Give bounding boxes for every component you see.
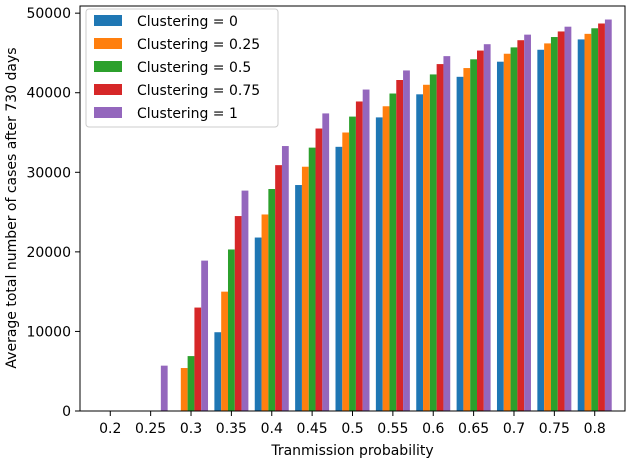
legend-box bbox=[85, 8, 279, 128]
bar bbox=[187, 356, 195, 411]
y-tick-label: 10000 bbox=[26, 324, 71, 340]
bar bbox=[503, 53, 511, 412]
x-tick-label: 0.35 bbox=[216, 421, 247, 437]
y-tick-label: 30000 bbox=[26, 165, 71, 181]
x-tick-label: 0.25 bbox=[135, 421, 166, 437]
bar bbox=[268, 189, 276, 411]
bar bbox=[591, 28, 599, 412]
plot-frame bbox=[79, 5, 626, 412]
x-axis-label: Tranmission probability bbox=[270, 443, 433, 458]
bar bbox=[423, 84, 430, 412]
x-tick-label: 0.5 bbox=[341, 421, 363, 437]
bar bbox=[281, 146, 289, 412]
legend: Clustering = 0 Clustering = 0.25 Clusterin… bbox=[85, 8, 279, 128]
bar bbox=[477, 50, 484, 412]
bar bbox=[510, 47, 518, 411]
y-tick-label: 0 bbox=[62, 404, 71, 420]
y-tick-label: 20000 bbox=[26, 245, 71, 261]
legend-swatch bbox=[94, 84, 122, 95]
legend-label: Clustering = 1 bbox=[137, 106, 238, 122]
bar bbox=[557, 31, 565, 412]
bar bbox=[564, 26, 572, 411]
bar bbox=[389, 93, 397, 412]
bar bbox=[416, 94, 424, 411]
y-axis-label: Average total number of cases after 730 … bbox=[4, 47, 20, 368]
bar bbox=[598, 23, 605, 411]
x-tick-label: 0.4 bbox=[261, 421, 283, 437]
bar bbox=[517, 40, 525, 412]
bar bbox=[322, 113, 330, 412]
legend-swatch bbox=[94, 61, 122, 72]
x-tick-label: 0.7 bbox=[503, 421, 525, 437]
bar bbox=[308, 147, 316, 411]
bar bbox=[544, 43, 551, 412]
bar bbox=[335, 146, 343, 411]
bar bbox=[375, 117, 383, 411]
bar bbox=[234, 216, 242, 411]
bar bbox=[254, 237, 262, 411]
bar bbox=[201, 260, 209, 411]
legend-label: Clustering = 0.25 bbox=[137, 37, 260, 53]
bar bbox=[160, 365, 168, 411]
x-tick-label: 0.6 bbox=[422, 421, 444, 437]
bars-layer bbox=[160, 19, 612, 412]
bar bbox=[396, 80, 404, 411]
bar bbox=[180, 368, 188, 411]
bar bbox=[470, 59, 478, 412]
bar bbox=[355, 101, 363, 411]
bar bbox=[496, 61, 504, 411]
legend-label: Clustering = 0.5 bbox=[137, 60, 251, 76]
x-tick-label: 0.3 bbox=[180, 421, 202, 437]
bar bbox=[443, 56, 451, 411]
bar bbox=[194, 307, 202, 411]
bar bbox=[604, 19, 612, 412]
y-axis: 0 10000 20000 30000 40000 50000 bbox=[26, 6, 80, 420]
x-tick-label: 0.55 bbox=[377, 421, 408, 437]
legend-label: Clustering = 0.75 bbox=[137, 83, 260, 99]
bar bbox=[524, 34, 531, 411]
bar bbox=[403, 70, 410, 411]
bar bbox=[463, 68, 471, 411]
bar bbox=[342, 132, 350, 411]
bar bbox=[349, 116, 356, 411]
bar bbox=[577, 39, 585, 412]
bar bbox=[537, 49, 545, 411]
bar bbox=[584, 33, 592, 411]
bar bbox=[241, 190, 249, 411]
legend-swatch bbox=[94, 38, 122, 49]
bar bbox=[436, 64, 444, 411]
legend-swatch bbox=[94, 107, 122, 118]
bar bbox=[456, 76, 464, 411]
x-tick-label: 0.65 bbox=[458, 421, 489, 437]
x-tick-label: 0.75 bbox=[539, 421, 570, 437]
bar bbox=[275, 165, 282, 411]
bar bbox=[295, 185, 302, 411]
y-tick-label: 50000 bbox=[26, 6, 71, 22]
bar bbox=[550, 37, 558, 411]
bar bbox=[301, 166, 309, 411]
bar bbox=[261, 214, 269, 411]
x-axis: 0.2 0.25 0.3 0.35 0.4 0.45 0.5 0.55 0.6 0.65 0.7 0.… bbox=[99, 411, 606, 437]
bar bbox=[214, 332, 222, 411]
x-tick-label: 0.8 bbox=[584, 421, 606, 437]
bar bbox=[227, 249, 235, 411]
legend-label: Clustering = 0 bbox=[137, 14, 238, 30]
y-tick-label: 40000 bbox=[26, 86, 71, 102]
legend-swatch bbox=[94, 15, 122, 26]
x-tick-label: 0.2 bbox=[99, 421, 121, 437]
bar bbox=[315, 128, 323, 411]
bar bbox=[221, 291, 228, 411]
x-tick-label: 0.45 bbox=[297, 421, 328, 437]
bar bbox=[362, 89, 370, 412]
bar bbox=[382, 106, 390, 411]
bar bbox=[429, 74, 437, 412]
bar bbox=[483, 44, 491, 411]
